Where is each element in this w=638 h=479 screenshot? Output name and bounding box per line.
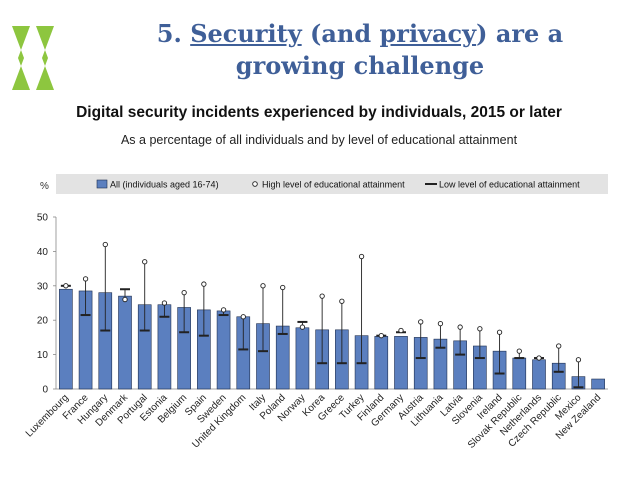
high-education-marker — [260, 283, 266, 289]
high-education-marker — [161, 300, 168, 306]
high-education-marker — [63, 283, 69, 289]
y-tick-label: 40 — [37, 247, 49, 258]
high-education-marker — [82, 276, 89, 282]
chart-subtitle: As a percentage of all individuals and b… — [120, 133, 518, 147]
bar — [532, 359, 546, 390]
slide-title: 5. Security (and privacy) are a growing … — [90, 18, 630, 82]
y-tick-label: 50 — [37, 213, 49, 224]
legend: All (individuals aged 16-74) High level … — [96, 179, 580, 190]
plot-area: 01020304050LuxembourgFranceHungaryDenmar… — [24, 213, 608, 451]
high-education-marker — [220, 307, 227, 313]
oecd-logo-icon — [12, 26, 54, 90]
high-education-marker — [102, 241, 108, 248]
bar — [591, 378, 605, 390]
high-education-marker — [142, 259, 148, 265]
high-education-marker — [378, 333, 384, 339]
chart: % All (individuals aged 16-74) High leve… — [24, 174, 608, 451]
high-education-marker — [457, 324, 463, 330]
high-education-marker — [575, 357, 582, 363]
bar — [295, 327, 310, 390]
high-education-marker — [437, 320, 444, 327]
high-education-marker — [122, 296, 128, 303]
high-education-marker — [536, 355, 542, 361]
title-number: 5. — [156, 19, 191, 48]
high-education-marker — [496, 329, 503, 335]
bar — [512, 357, 527, 390]
legend-background — [56, 174, 608, 194]
bar — [118, 295, 132, 390]
bar — [275, 325, 290, 390]
bar — [374, 336, 389, 390]
high-education-marker — [516, 348, 522, 354]
legend-label-high: High level of educational attainment — [262, 180, 405, 190]
bar — [216, 310, 231, 390]
chart-title: Digital security incidents experienced b… — [76, 104, 562, 121]
title-word-security: Security — [190, 19, 302, 48]
high-education-marker — [339, 298, 345, 304]
high-education-marker — [240, 314, 246, 320]
title-line2: growing challenge — [235, 51, 485, 80]
y-unit-label: % — [40, 181, 49, 192]
bar — [59, 288, 73, 390]
high-education-marker — [299, 324, 306, 330]
title-end: ) are a — [476, 19, 564, 48]
title-mid: (and — [301, 19, 380, 48]
high-education-marker — [477, 326, 483, 332]
legend-bar-swatch — [96, 179, 108, 189]
high-education-marker — [201, 281, 207, 287]
y-tick-label: 0 — [42, 385, 48, 396]
legend-label-low: Low level of educational attainment — [439, 180, 580, 190]
high-education-marker — [280, 284, 286, 291]
legend-label-all: All (individuals aged 16-74) — [110, 180, 219, 190]
y-tick-label: 30 — [37, 281, 49, 292]
high-education-marker — [556, 343, 562, 349]
title-word-privacy: privacy — [379, 19, 477, 48]
high-education-marker — [398, 327, 404, 334]
bar — [394, 336, 408, 390]
legend-marker-high — [252, 181, 258, 187]
y-tick-label: 10 — [37, 350, 49, 361]
high-education-marker — [358, 253, 365, 260]
y-tick-label: 20 — [37, 316, 49, 327]
high-education-marker — [181, 290, 187, 296]
high-education-marker — [319, 293, 325, 299]
high-education-marker — [418, 319, 424, 325]
